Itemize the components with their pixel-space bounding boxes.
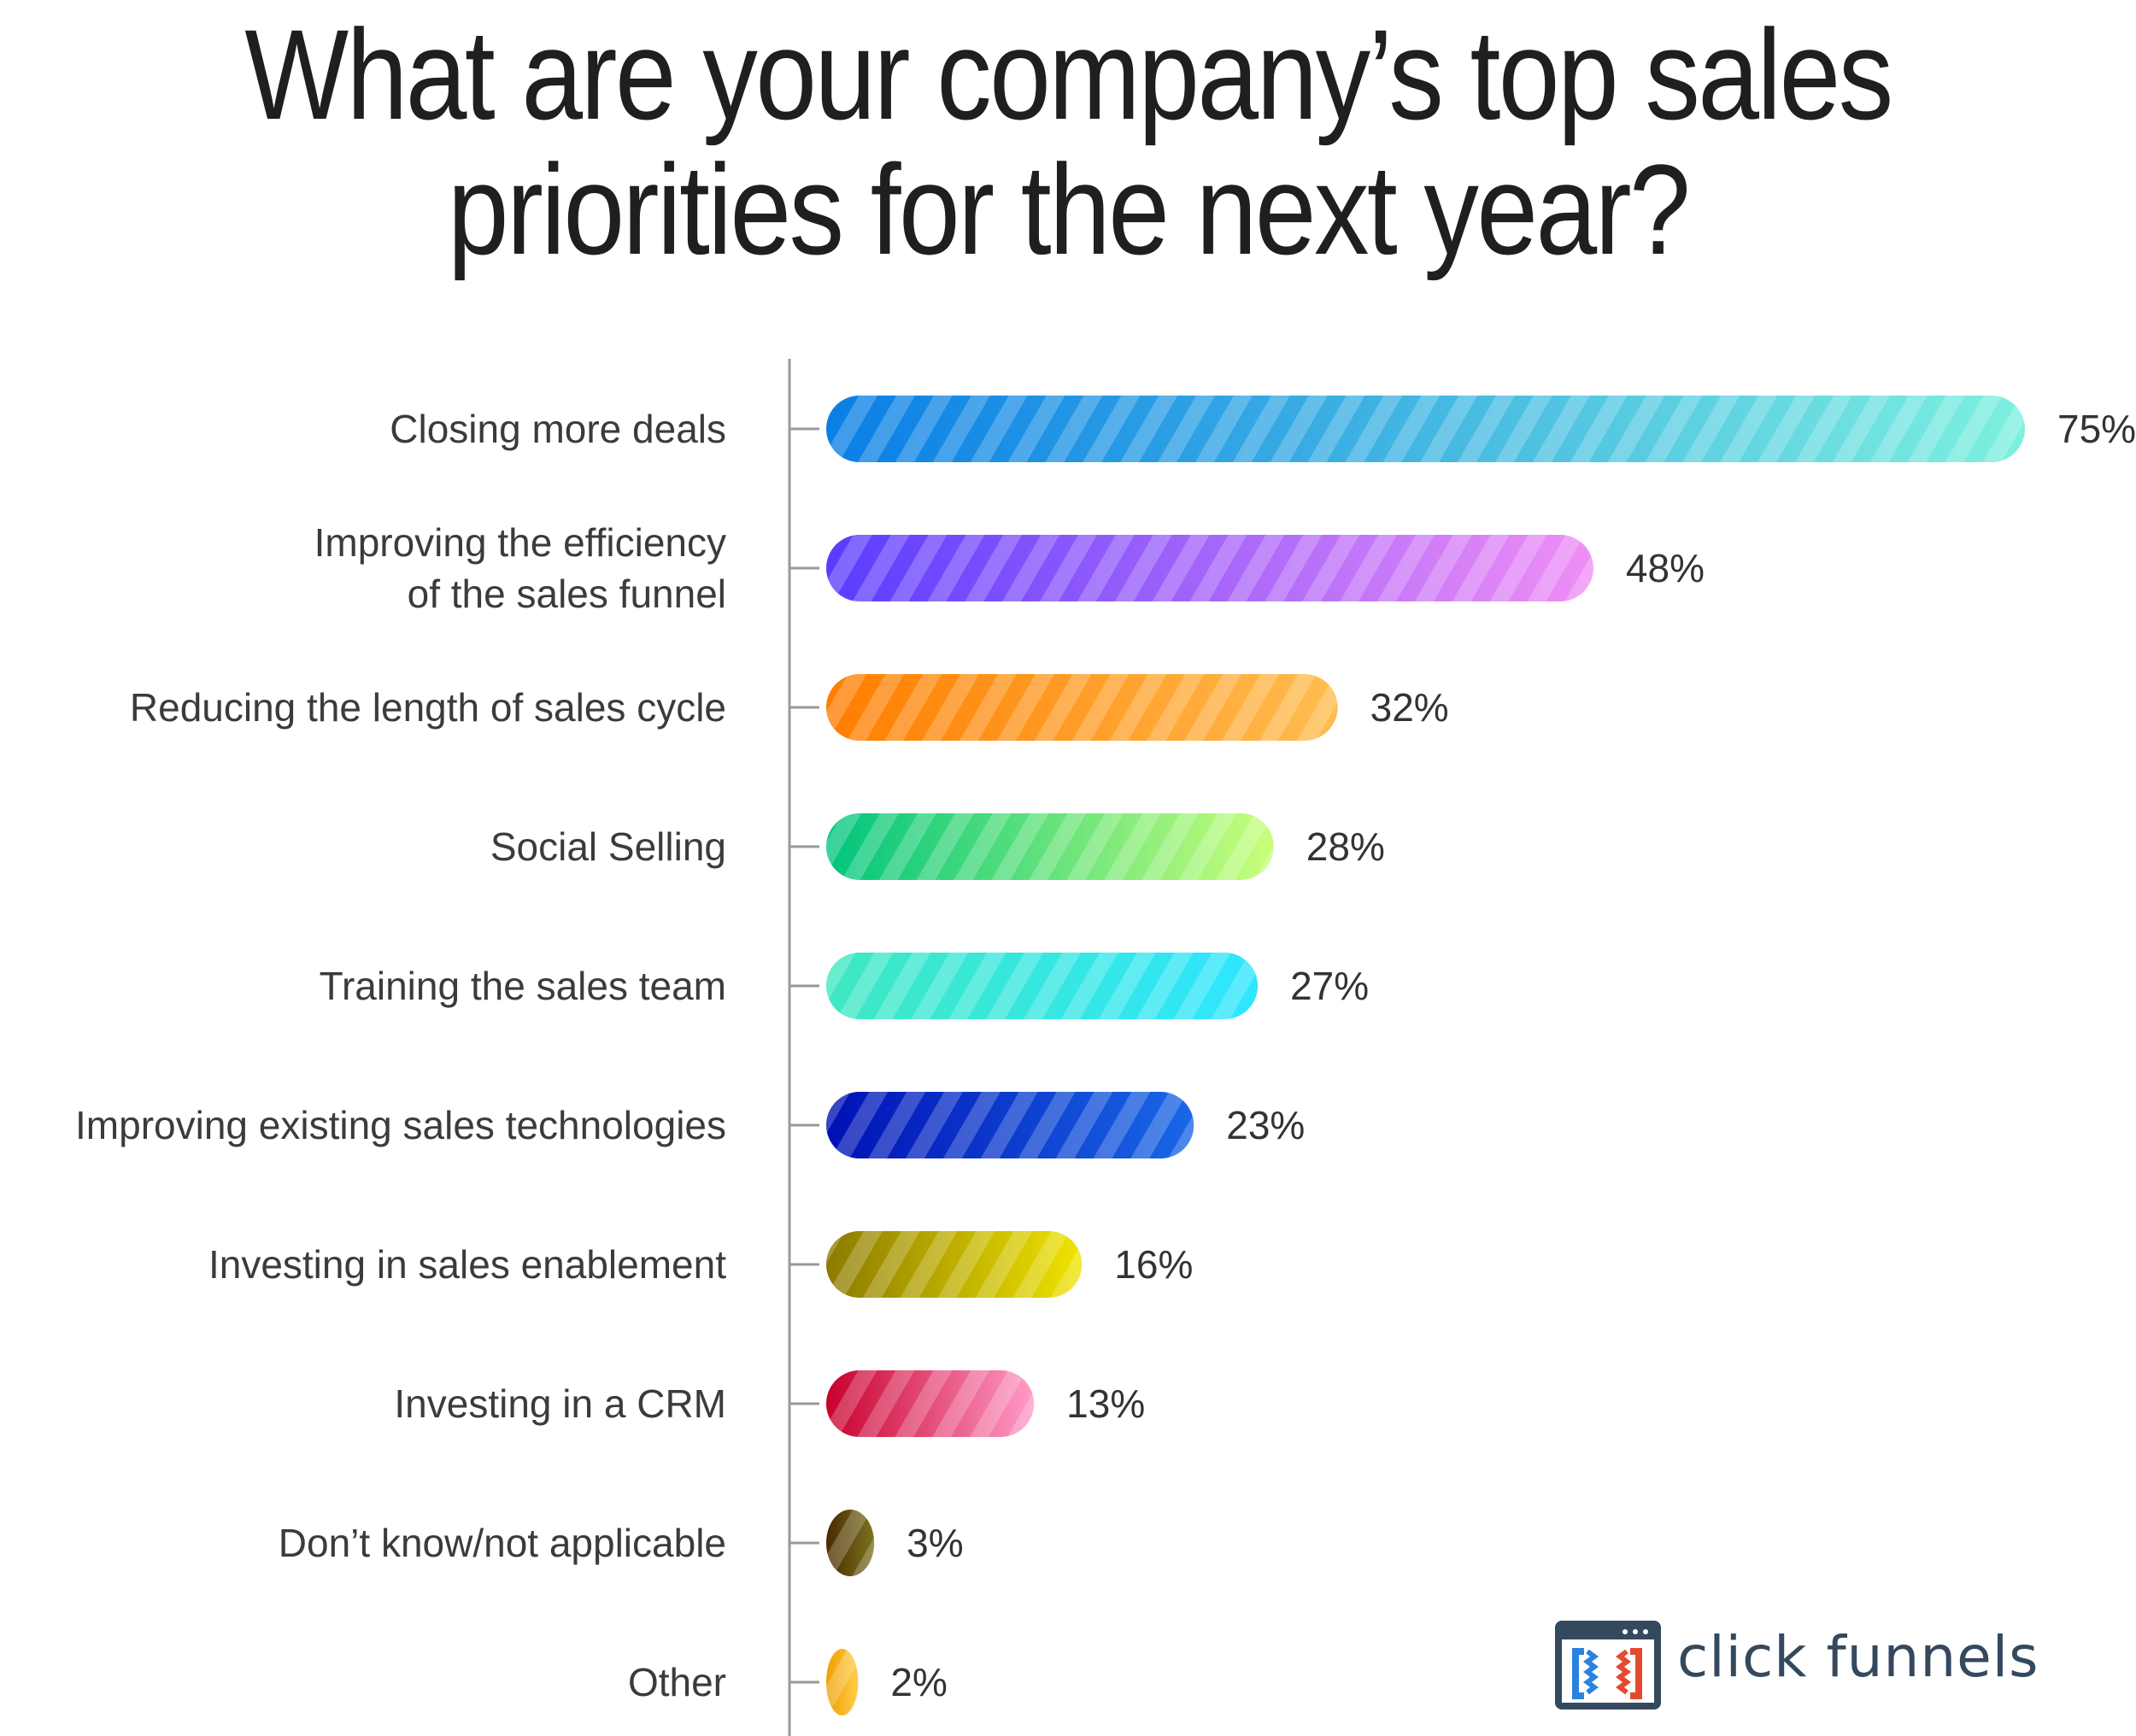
value-label: 75%	[2057, 407, 2136, 451]
category-label: Improving existing sales technologies	[75, 1103, 726, 1147]
category-label-line: Investing in a CRM	[394, 1381, 726, 1426]
value-label: 27%	[1290, 964, 1369, 1008]
category-label: Improving the efficiency of the sales fun…	[314, 520, 726, 616]
value-label: 13%	[1066, 1381, 1145, 1426]
bar-stripes	[826, 1231, 1083, 1298]
category-label: Other	[628, 1660, 726, 1704]
value-label: 48%	[1626, 546, 1705, 590]
category-label: Social Selling	[490, 824, 726, 869]
category-label-line: Training the sales team	[320, 964, 726, 1008]
bar-5	[826, 953, 1259, 1019]
chart-title-line-2: priorities for the next year?	[447, 138, 1691, 281]
bar-stripes	[826, 1510, 875, 1576]
bar-4	[826, 813, 1274, 880]
bar-stripes	[826, 396, 2025, 462]
value-label: 2%	[890, 1660, 947, 1704]
bar-1	[826, 396, 2025, 462]
bar-2	[826, 535, 1593, 601]
category-label: Investing in a CRM	[394, 1381, 726, 1426]
clickfunnels-wordmark: click funnels	[1677, 1624, 2039, 1690]
category-label-line: Other	[628, 1660, 726, 1704]
value-label: 32%	[1370, 685, 1449, 730]
category-label-line: of the sales funnel	[408, 572, 726, 616]
category-label: Training the sales team	[320, 964, 726, 1008]
chart-title: What are your company’s top sales priori…	[150, 7, 1986, 277]
clickfunnels-logo-icon	[1555, 1621, 1661, 1710]
category-label: Reducing the length of sales cycle	[130, 685, 726, 730]
category-label-line: Social Selling	[490, 824, 726, 869]
value-label: 3%	[907, 1521, 963, 1565]
category-label: Investing in sales enablement	[208, 1242, 726, 1287]
bar-3	[826, 674, 1338, 741]
bar-stripes	[826, 674, 1338, 741]
category-label-line: Improving the efficiency	[314, 520, 726, 565]
category-label-line: Improving existing sales technologies	[75, 1103, 726, 1147]
bar-9	[826, 1510, 875, 1576]
bar-stripes	[826, 1370, 1035, 1437]
bar-stripes	[826, 953, 1259, 1019]
category-label-line: Closing more deals	[390, 407, 726, 451]
category-label: Closing more deals	[390, 407, 726, 451]
value-label: 28%	[1306, 824, 1385, 869]
value-label: 23%	[1226, 1103, 1305, 1147]
bar-6	[826, 1092, 1194, 1158]
value-label: 16%	[1114, 1242, 1193, 1287]
bar-7	[826, 1231, 1083, 1298]
bar-8	[826, 1370, 1035, 1437]
category-label-line: Investing in sales enablement	[208, 1242, 726, 1287]
bar-10	[826, 1649, 859, 1715]
category-label: Don’t know/not applicable	[279, 1521, 726, 1565]
bar-stripes	[826, 1649, 859, 1715]
category-label-line: Reducing the length of sales cycle	[130, 685, 726, 730]
clickfunnels-logo: click funnels	[1553, 1619, 2039, 1713]
chart-title-line-1: What are your company’s top sales	[244, 3, 1893, 146]
bar-stripes	[826, 813, 1274, 880]
bar-stripes	[826, 535, 1593, 601]
bar-stripes	[826, 1092, 1194, 1158]
category-label-line: Don’t know/not applicable	[279, 1521, 726, 1565]
